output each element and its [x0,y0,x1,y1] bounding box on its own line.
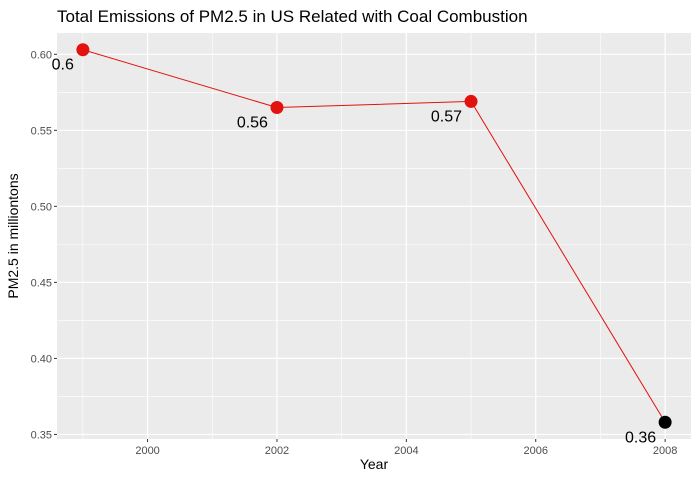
data-label: 0.56 [237,115,268,132]
plot-panel [57,33,691,439]
data-point [464,94,478,108]
data-point [76,43,90,57]
y-tick-label: 0.35 [31,429,52,441]
data-label: 0.6 [52,57,74,74]
y-tick-label: 0.40 [31,353,52,365]
y-tick-label: 0.55 [31,125,52,137]
major-gridlines [57,33,691,439]
y-axis-ticks: 0.35 0.40 0.45 0.50 0.55 0.60 [31,49,57,441]
data-labels: 0.6 0.56 0.57 0.36 [52,57,657,447]
x-tick-label: 2002 [265,445,289,457]
data-label: 0.57 [431,108,462,125]
y-axis-title: PM2.5 in milliontons [5,173,21,298]
x-axis-ticks: 2000 2002 2004 2006 2008 [135,439,677,457]
x-axis-title: Year [360,456,389,472]
series-line [82,49,666,423]
chart-title: Total Emissions of PM2.5 in US Related w… [57,7,528,26]
x-tick-label: 2004 [394,445,418,457]
minor-gridlines [57,33,691,439]
data-label: 0.36 [625,429,656,446]
y-tick-label: 0.45 [31,277,52,289]
x-tick-label: 2008 [653,445,677,457]
data-point [270,101,284,115]
y-tick-label: 0.50 [31,201,52,213]
data-points [76,43,672,429]
series-polyline [82,49,666,423]
x-tick-label: 2006 [523,445,547,457]
y-tick-label: 0.60 [31,49,52,61]
x-tick-label: 2000 [135,445,159,457]
data-point [658,415,672,429]
